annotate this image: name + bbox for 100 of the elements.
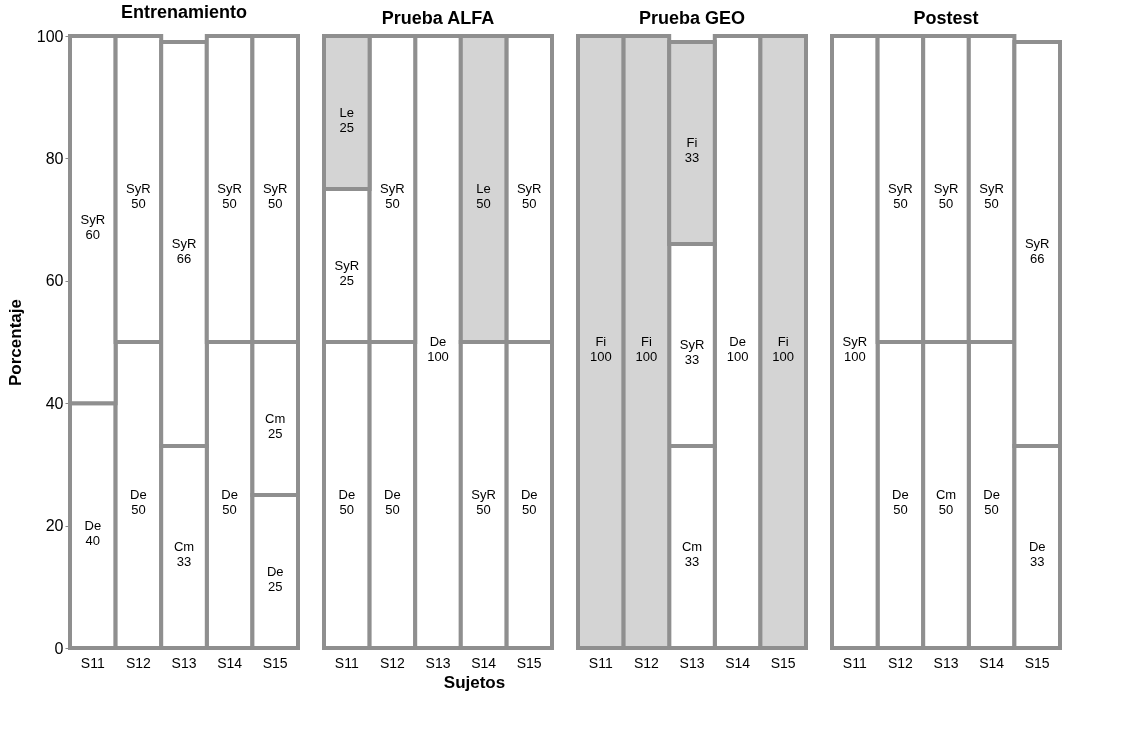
data-label: 50 bbox=[222, 196, 237, 211]
data-label: 50 bbox=[938, 196, 954, 211]
data-label: 50 bbox=[476, 196, 491, 211]
data-label: 25 bbox=[339, 119, 355, 135]
series-label: Cm bbox=[681, 539, 703, 555]
y-tick-label: 0 bbox=[54, 639, 64, 657]
series-label: Fi bbox=[595, 334, 607, 349]
data-label: 100 bbox=[427, 349, 449, 364]
series-label: SyR bbox=[679, 337, 705, 353]
y-tick-label: 60 bbox=[45, 272, 64, 290]
y-tick-label: 80 bbox=[45, 149, 64, 167]
text: De bbox=[338, 487, 356, 502]
text: Fi bbox=[686, 135, 698, 151]
data-label: 25 bbox=[267, 425, 283, 441]
data-label: 66 bbox=[176, 251, 192, 267]
x-tick-label: S12 bbox=[379, 654, 406, 671]
text: De bbox=[221, 487, 238, 502]
chart-title: Postest bbox=[913, 8, 979, 28]
chart-title: Prueba ALFA bbox=[381, 8, 495, 28]
data-label: 33 bbox=[684, 352, 700, 368]
data-label: 33 bbox=[684, 150, 700, 166]
chart-title: Entrenamiento bbox=[120, 2, 248, 22]
data-label: 50 bbox=[984, 196, 999, 211]
x-tick-label: S14 bbox=[217, 654, 243, 671]
data-label: 33 bbox=[1029, 554, 1045, 570]
series-label: De bbox=[729, 334, 746, 349]
text: Fi bbox=[777, 334, 789, 349]
text: SyR bbox=[262, 181, 288, 196]
x-tick-label: S12 bbox=[633, 654, 660, 671]
data-label: 100 bbox=[843, 349, 866, 364]
y-tick-label: 20 bbox=[45, 517, 64, 535]
x-tick-label: S13 bbox=[171, 654, 197, 671]
data-label: 50 bbox=[385, 502, 400, 517]
x-tick-label: S11 bbox=[588, 654, 613, 671]
data-label: 60 bbox=[85, 226, 101, 242]
series-label: SyR bbox=[126, 181, 151, 196]
text: SyR bbox=[516, 181, 542, 196]
y-tick-label: 40 bbox=[45, 394, 64, 412]
text: De bbox=[520, 487, 538, 502]
legend-label: De bbox=[84, 517, 102, 533]
series-label: Cm bbox=[265, 410, 286, 426]
data-label: 50 bbox=[385, 196, 400, 211]
data-label: 50 bbox=[222, 502, 237, 517]
text: De bbox=[130, 487, 147, 502]
chart-title: Prueba GEO bbox=[638, 8, 746, 28]
y-tick-label: 100 bbox=[36, 27, 64, 45]
text: SyR bbox=[933, 181, 959, 196]
x-tick-label: S15 bbox=[1024, 654, 1050, 671]
x-tick-label: S14 bbox=[725, 654, 751, 671]
text: SyR bbox=[217, 181, 242, 196]
x-tick-label: S14 bbox=[471, 654, 497, 671]
series-label: SyR bbox=[842, 334, 868, 349]
text: Fi bbox=[640, 334, 652, 349]
x-tick-label: S11 bbox=[80, 654, 105, 671]
text: SyR bbox=[979, 181, 1004, 196]
series-label: Cm bbox=[935, 487, 957, 502]
data-label: 33 bbox=[684, 554, 700, 570]
data-label: 100 bbox=[772, 349, 795, 364]
data-label: 50 bbox=[938, 502, 954, 517]
x-tick-label: S13 bbox=[933, 654, 959, 671]
text: De bbox=[983, 487, 1000, 502]
text: SyR bbox=[888, 181, 913, 196]
series-label: Le bbox=[339, 104, 355, 120]
data-label: 50 bbox=[893, 502, 908, 517]
data-label: 50 bbox=[521, 196, 537, 211]
text: De bbox=[1028, 539, 1046, 555]
text: SyR bbox=[80, 211, 106, 227]
data-label: 50 bbox=[267, 196, 283, 211]
data-label: 66 bbox=[1029, 251, 1045, 267]
text: Le bbox=[476, 181, 491, 196]
text: SyR bbox=[1024, 236, 1050, 252]
x-tick-label: S15 bbox=[262, 654, 288, 671]
y-axis-title: Porcentaje bbox=[5, 299, 25, 386]
text: SyR bbox=[171, 236, 197, 252]
data-label: 100 bbox=[589, 349, 612, 364]
data-label: 33 bbox=[176, 554, 192, 570]
series-label: De bbox=[892, 487, 909, 502]
data-label: 100 bbox=[635, 349, 658, 364]
x-tick-label: S15 bbox=[770, 654, 796, 671]
x-tick-label: S13 bbox=[679, 654, 705, 671]
text: SyR bbox=[471, 487, 496, 502]
series-label: SyR bbox=[334, 257, 360, 273]
data-label: 40 bbox=[85, 532, 101, 548]
data-label: 50 bbox=[893, 196, 908, 211]
data-label: 25 bbox=[267, 578, 283, 594]
x-tick-label: S13 bbox=[425, 654, 451, 671]
text: De bbox=[266, 563, 284, 579]
x-tick-label: S11 bbox=[334, 654, 359, 671]
data-label: 25 bbox=[339, 272, 355, 288]
data-label: 50 bbox=[339, 502, 355, 517]
data-label: 50 bbox=[131, 196, 146, 211]
x-tick-label: S12 bbox=[887, 654, 914, 671]
x-tick-label: S14 bbox=[979, 654, 1005, 671]
data-label: 50 bbox=[476, 502, 491, 517]
text: SyR bbox=[380, 181, 405, 196]
data-label: 50 bbox=[521, 502, 537, 517]
x-tick-label: S15 bbox=[516, 654, 542, 671]
text: Cm bbox=[173, 539, 195, 555]
series-label: De bbox=[384, 487, 401, 502]
data-label: 50 bbox=[131, 502, 146, 517]
